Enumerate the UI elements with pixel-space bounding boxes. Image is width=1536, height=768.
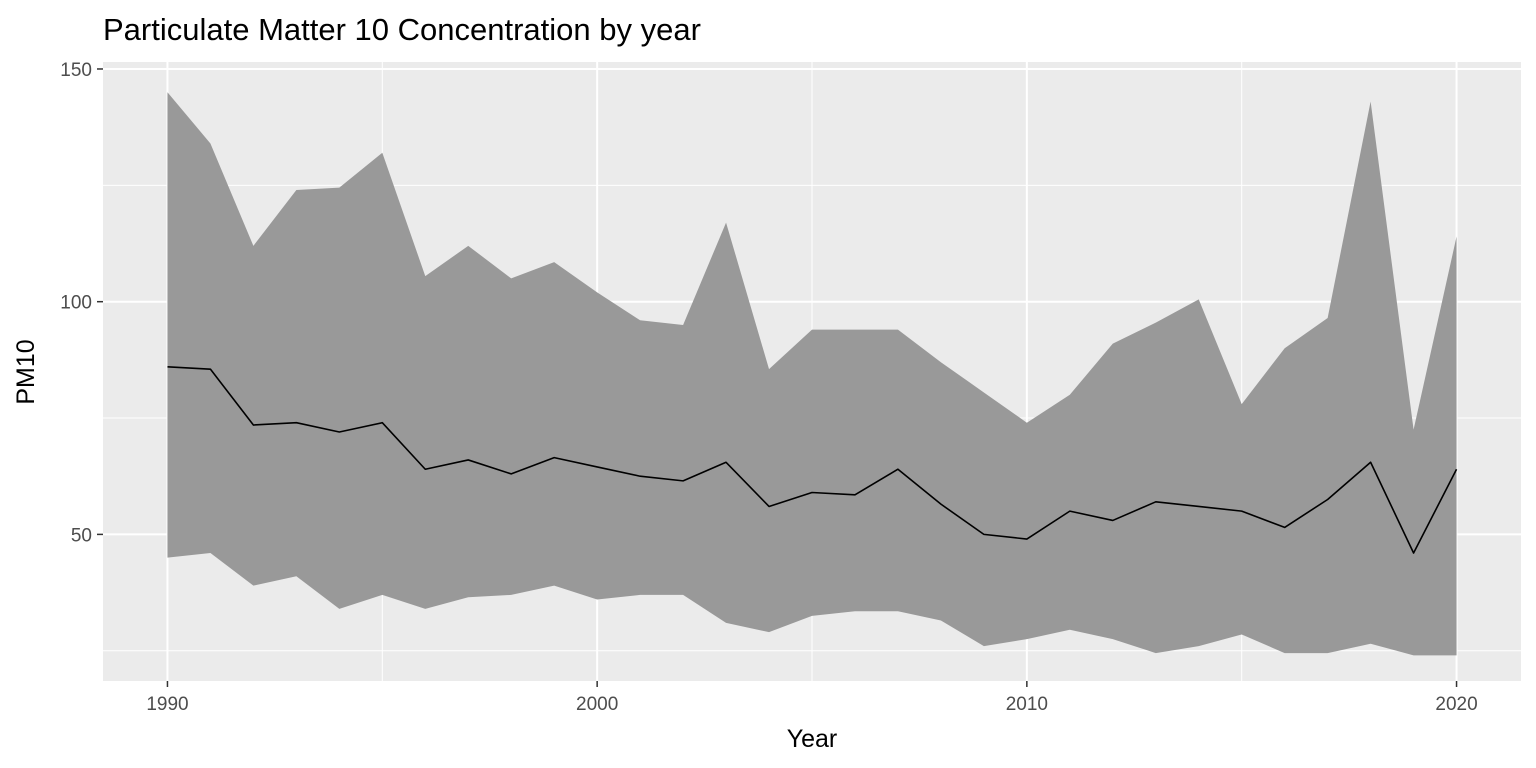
y-axis-title: PM10 bbox=[12, 339, 40, 404]
x-axis: 1990 2000 2010 2020 bbox=[146, 681, 1478, 715]
y-tick-label: 150 bbox=[60, 60, 92, 81]
mean-line-layer bbox=[167, 366, 1458, 554]
x-tick-label: 2010 bbox=[1006, 694, 1048, 715]
mean-line bbox=[167, 366, 1458, 554]
x-tick-label: 2020 bbox=[1435, 694, 1477, 715]
x-axis-title: Year bbox=[787, 725, 838, 753]
chart-title: Particulate Matter 10 Concentration by y… bbox=[103, 12, 701, 47]
y-axis: 50 100 150 bbox=[60, 60, 103, 546]
y-tick-label: 50 bbox=[71, 525, 92, 546]
x-tick-label: 2000 bbox=[576, 694, 618, 715]
ribbon-layer bbox=[167, 92, 1457, 656]
y-tick-label: 100 bbox=[60, 293, 92, 314]
range-ribbon bbox=[167, 92, 1457, 656]
x-tick-label: 1990 bbox=[146, 694, 188, 715]
